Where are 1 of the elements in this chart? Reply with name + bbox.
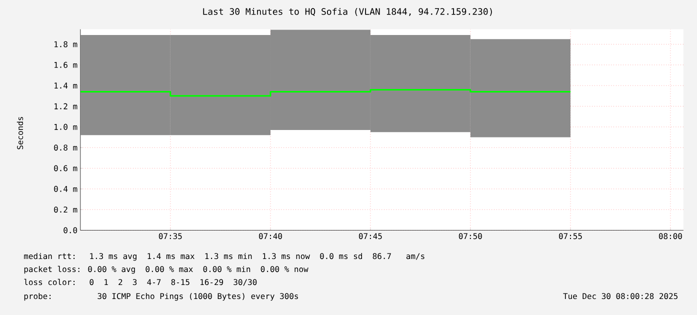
- chart-title: Last 30 Minutes to HQ Sofia (VLAN 1844, 94.72.159.230): [203, 8, 492, 16]
